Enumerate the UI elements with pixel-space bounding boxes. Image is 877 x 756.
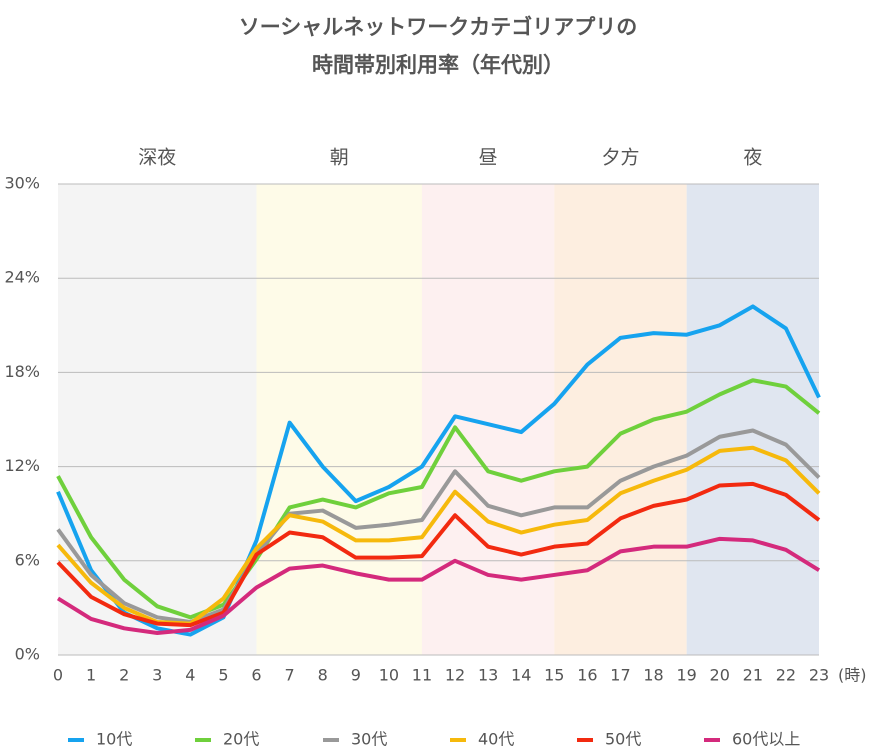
legend-label: 60代以上 bbox=[732, 730, 800, 749]
x-tick-label: 15 bbox=[544, 666, 564, 685]
x-tick-label: 7 bbox=[285, 666, 295, 685]
band-label: 夕方 bbox=[601, 147, 639, 169]
x-tick-label: 19 bbox=[676, 666, 696, 685]
x-tick-label: 6 bbox=[251, 666, 261, 685]
y-tick-label: 18% bbox=[4, 362, 40, 381]
x-tick-label: 12 bbox=[445, 666, 465, 685]
x-tick-label: 10 bbox=[379, 666, 399, 685]
y-tick-label: 30% bbox=[4, 174, 40, 193]
y-tick-label: 12% bbox=[4, 456, 40, 475]
legend-label: 30代 bbox=[351, 730, 387, 749]
x-tick-label: 22 bbox=[776, 666, 796, 685]
x-tick-label: 17 bbox=[610, 666, 630, 685]
y-tick-label: 6% bbox=[15, 550, 40, 569]
x-tick-label: 11 bbox=[412, 666, 432, 685]
band-label: 夜 bbox=[743, 147, 762, 169]
legend-label: 10代 bbox=[96, 730, 132, 749]
legend-label: 50代 bbox=[605, 730, 641, 749]
chart-title: 時間帯別利用率（年代別） bbox=[312, 53, 564, 77]
y-tick-label: 0% bbox=[15, 645, 40, 664]
band bbox=[256, 184, 422, 655]
x-tick-label: 23 bbox=[809, 666, 829, 685]
x-tick-label: 9 bbox=[351, 666, 361, 685]
band bbox=[58, 184, 257, 655]
series-line bbox=[56, 378, 821, 620]
x-tick-label: 5 bbox=[218, 666, 228, 685]
x-tick-label: 0 bbox=[53, 666, 63, 685]
band bbox=[686, 184, 819, 655]
x-tick-label: 18 bbox=[643, 666, 663, 685]
legend-label: 20代 bbox=[223, 730, 259, 749]
x-tick-label: 8 bbox=[318, 666, 328, 685]
x-tick-label: 20 bbox=[710, 666, 730, 685]
series-line bbox=[56, 428, 821, 625]
x-tick-label: 14 bbox=[511, 666, 531, 685]
series-line bbox=[56, 304, 821, 637]
x-unit: (時) bbox=[838, 666, 867, 685]
x-tick-label: 21 bbox=[743, 666, 763, 685]
x-tick-label: 3 bbox=[152, 666, 162, 685]
band-label: 深夜 bbox=[138, 147, 176, 169]
y-tick-label: 24% bbox=[4, 268, 40, 287]
chart-title: ソーシャルネットワークカテゴリアプリの bbox=[239, 15, 638, 39]
series-line bbox=[56, 536, 821, 636]
band bbox=[554, 184, 687, 655]
band-label: 朝 bbox=[330, 147, 349, 169]
x-tick-label: 13 bbox=[478, 666, 498, 685]
x-tick-label: 2 bbox=[119, 666, 129, 685]
series-line bbox=[56, 481, 821, 628]
legend-label: 40代 bbox=[478, 730, 514, 749]
x-tick-label: 4 bbox=[185, 666, 195, 685]
x-tick-label: 16 bbox=[577, 666, 597, 685]
band-label: 昼 bbox=[479, 147, 498, 169]
x-tick-label: 1 bbox=[86, 666, 96, 685]
